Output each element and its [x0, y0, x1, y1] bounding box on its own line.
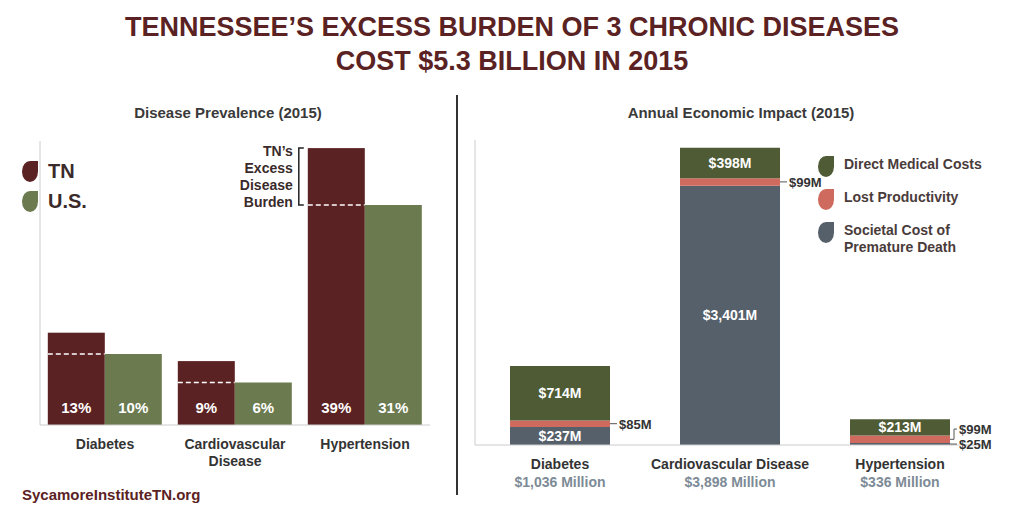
svg-text:$336 Million: $336 Million [860, 474, 939, 490]
html-text:SycamoreInstituteTN.org: SycamoreInstituteTN.org [22, 486, 201, 503]
svg-text:10%: 10% [118, 399, 148, 416]
svg-text:$3,401M: $3,401M [703, 307, 757, 323]
html-text:Disease Prevalence (2015): Disease Prevalence (2015) [134, 104, 322, 121]
svg-text:13%: 13% [61, 399, 91, 416]
svg-text:$213M: $213M [879, 419, 922, 435]
html-text:U.S.: U.S. [48, 189, 87, 212]
html-text:Lost Productivity: Lost Productivity [844, 189, 959, 205]
svg-text:$398M: $398M [709, 155, 752, 171]
svg-text:$85M: $85M [619, 417, 652, 432]
svg-text:$714M: $714M [539, 385, 582, 401]
svg-text:Disease: Disease [240, 177, 293, 193]
svg-text:Excess: Excess [245, 160, 293, 176]
html-text:TENNESSEE’S EXCESS BURDEN OF 3: TENNESSEE’S EXCESS BURDEN OF 3 CHRONIC D… [124, 12, 900, 76]
svg-text:$237M: $237M [539, 428, 582, 444]
svg-text:Burden: Burden [244, 194, 293, 210]
svg-text:$99M: $99M [959, 422, 992, 437]
svg-text:39%: 39% [321, 399, 351, 416]
svg-text:9%: 9% [195, 399, 217, 416]
svg-text:$99M: $99M [789, 175, 822, 190]
svg-text:Hypertension: Hypertension [855, 456, 944, 472]
html-text:TN: TN [48, 159, 75, 182]
svg-text:TN’s: TN’s [263, 143, 293, 159]
svg-text:6%: 6% [252, 399, 274, 416]
svg-text:Cardiovascular: Cardiovascular [184, 436, 286, 452]
svg-text:$1,036 Million: $1,036 Million [514, 474, 605, 490]
svg-text:Disease: Disease [209, 453, 262, 469]
svg-text:Diabetes: Diabetes [76, 436, 135, 452]
svg-text:$3,898 Million: $3,898 Million [684, 474, 775, 490]
svg-text:Cardiovascular Disease: Cardiovascular Disease [651, 456, 809, 472]
svg-text:Diabetes: Diabetes [531, 456, 590, 472]
svg-text:Hypertension: Hypertension [320, 436, 409, 452]
html-text:Societal Cost of Premature Dea: Societal Cost of Premature Death [844, 222, 956, 255]
svg-text:$25M: $25M [959, 437, 992, 452]
html-text:Direct Medical Costs: Direct Medical Costs [844, 156, 982, 172]
html-text:Annual Economic Impact (2015): Annual Economic Impact (2015) [627, 104, 855, 121]
svg-text:31%: 31% [378, 399, 408, 416]
